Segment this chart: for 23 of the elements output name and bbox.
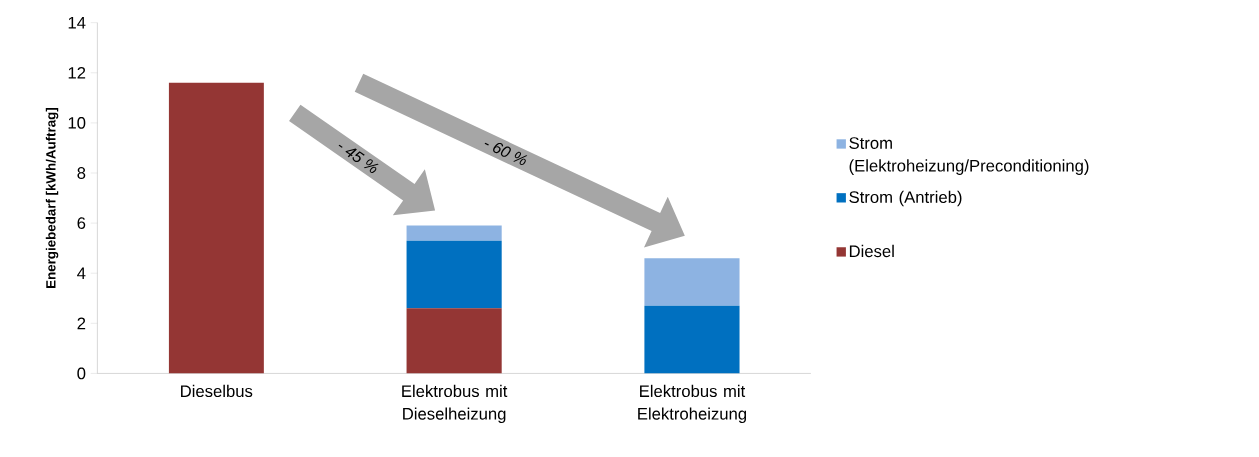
bar [644, 257, 740, 306]
y-tick-label: 6 [77, 216, 86, 229]
bar [406, 240, 502, 309]
y-tick-label: 14 [68, 16, 86, 29]
x-tick-label: Dieselbus [181, 384, 253, 397]
y-tick-label: 4 [77, 267, 86, 279]
legend-label: Strom (Elektroheizung/Preconditioning) [849, 136, 1089, 175]
y-tick-label: 0 [77, 367, 86, 380]
bar [644, 305, 740, 374]
y-tick-label: 10 [68, 116, 86, 129]
x-tick-label: Elektrobus mit Elektroheizung [638, 384, 747, 423]
y-tick-label: 12 [68, 66, 86, 79]
y-tick-label: 2 [77, 317, 86, 329]
bar [406, 308, 502, 374]
annotation: - 45 % [338, 144, 379, 173]
y-axis-title: Energiebedarf [kWh/Auftrag] [45, 107, 59, 288]
bar [406, 225, 502, 241]
y-tick-label: 8 [77, 166, 86, 179]
x-tick-label: Elektrobus mit Dieselheizung [402, 384, 508, 423]
legend-label: Diesel [849, 244, 894, 257]
annotation: - 60 % [484, 142, 528, 165]
legend-label: Strom (Antrieb) [849, 190, 962, 207]
bar [168, 82, 264, 374]
